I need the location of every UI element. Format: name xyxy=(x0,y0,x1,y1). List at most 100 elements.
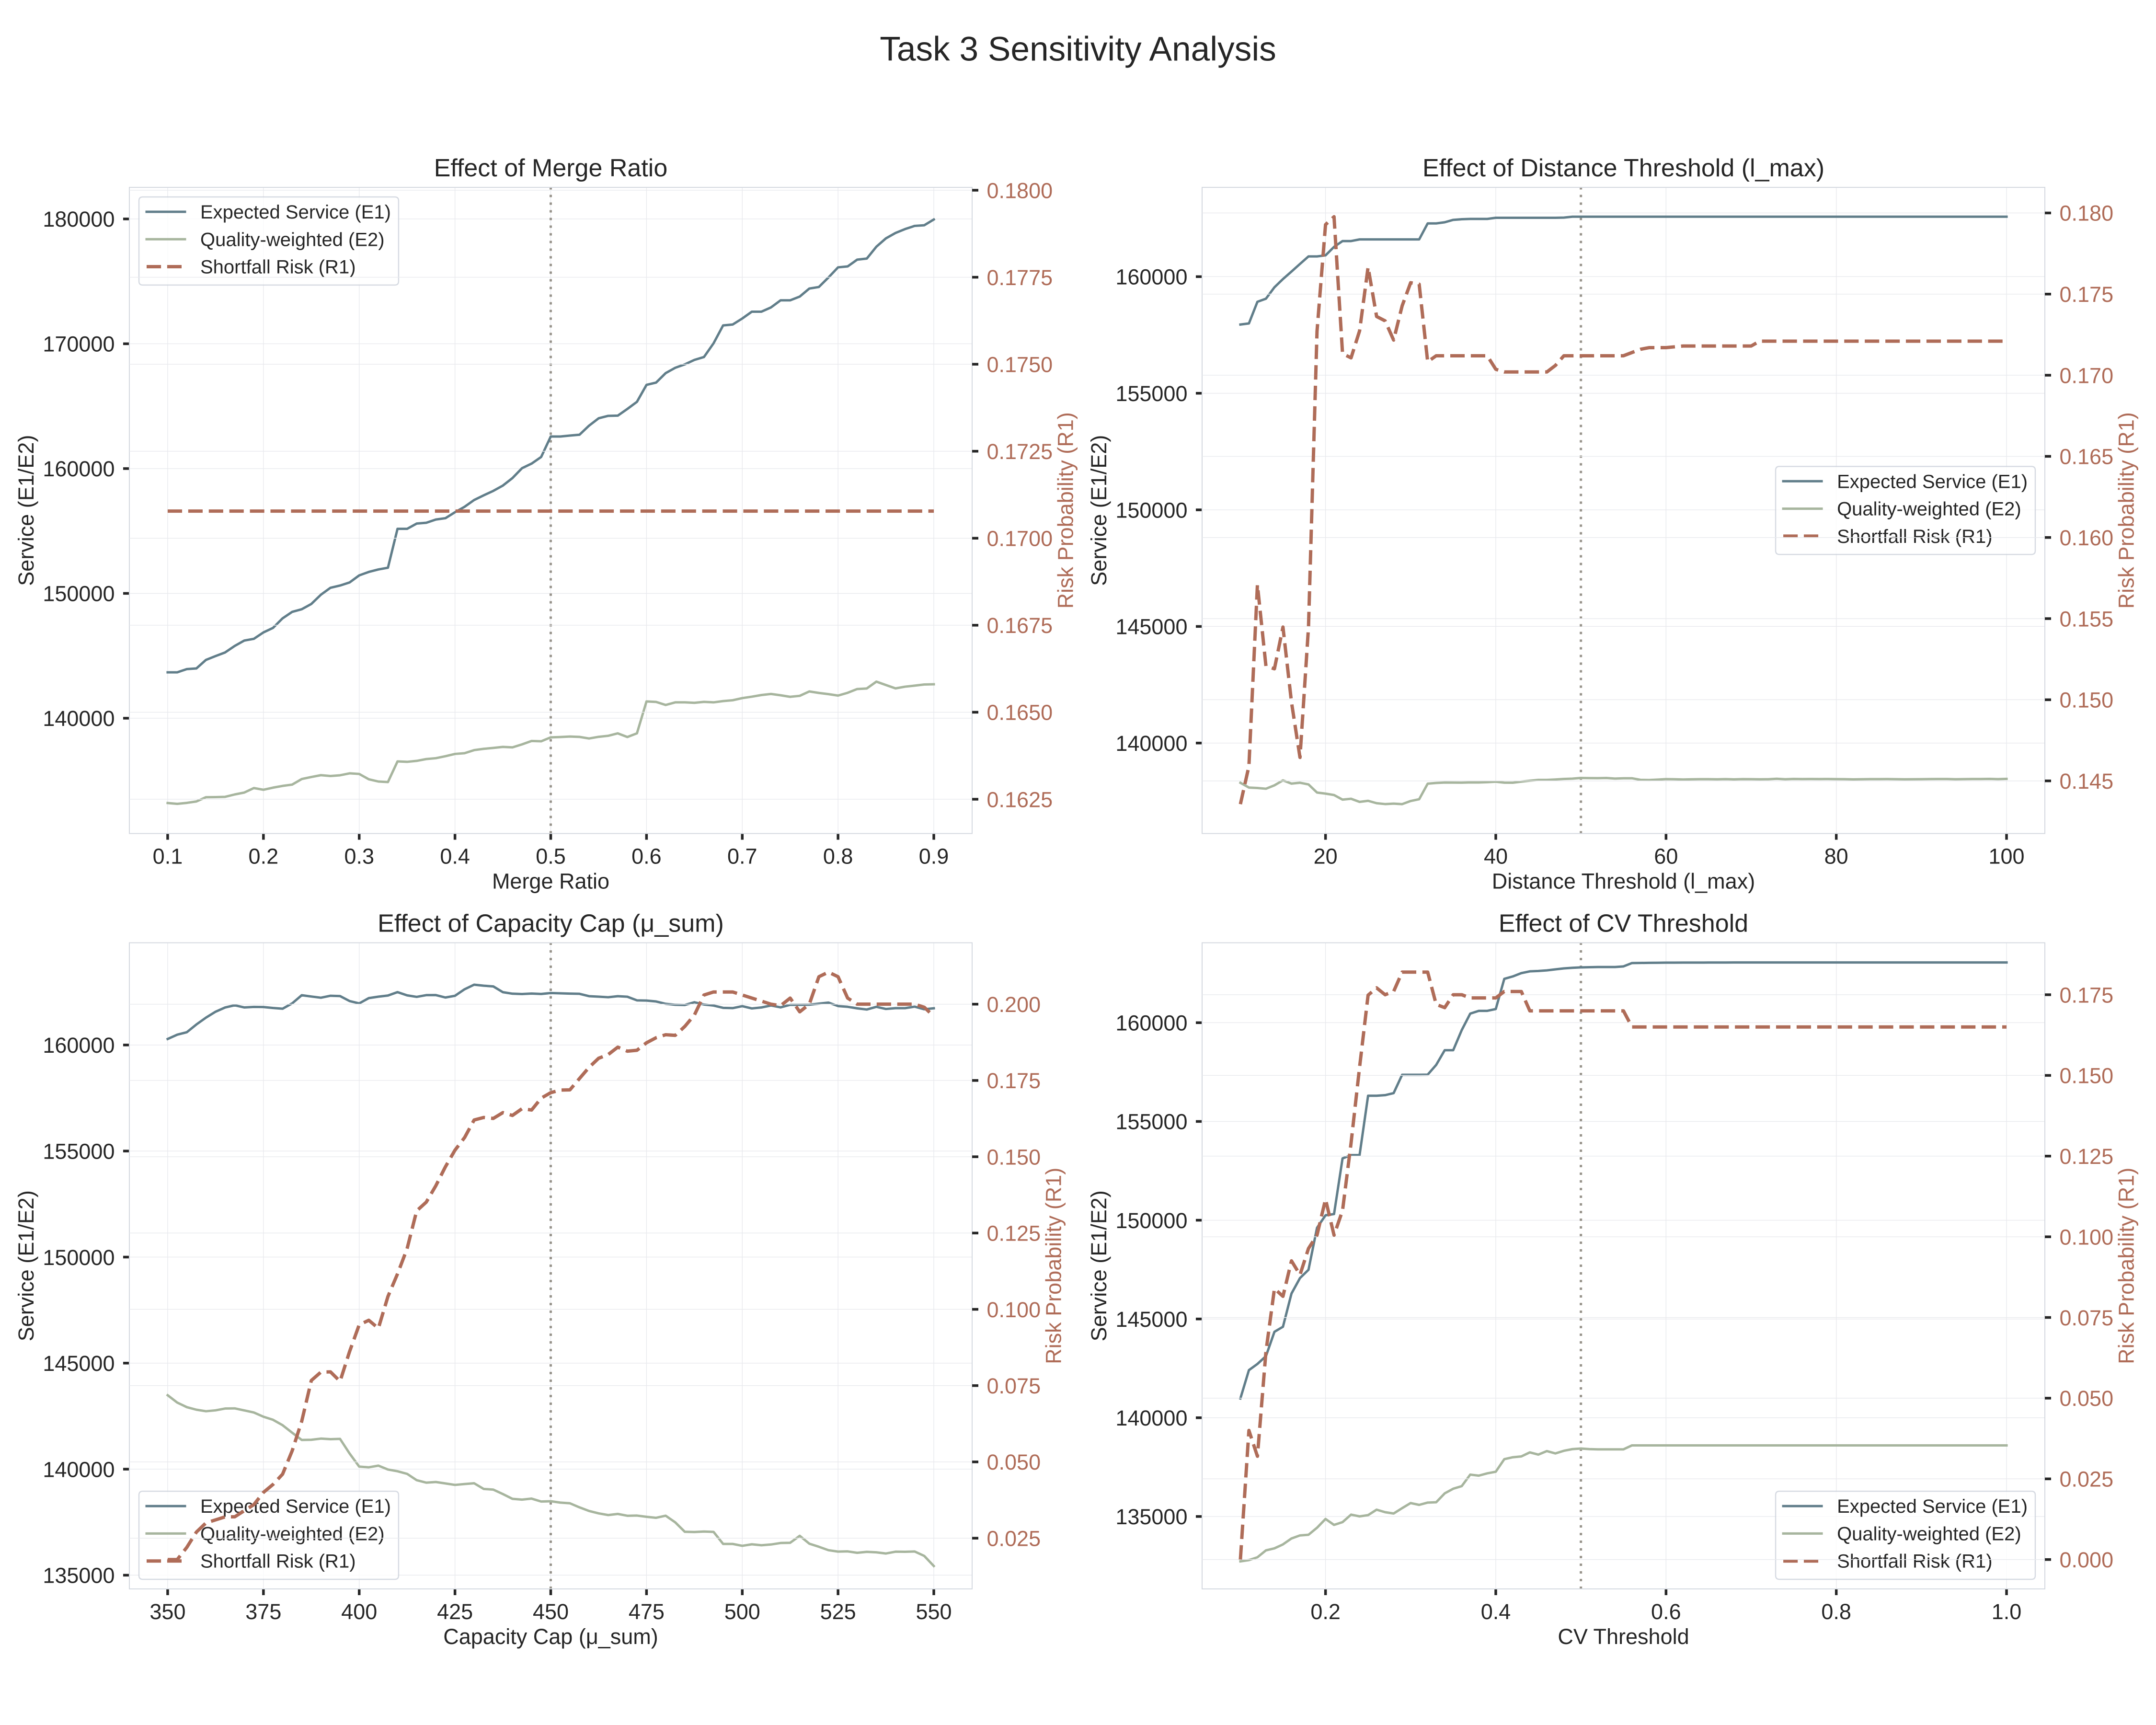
svg-text:0.8: 0.8 xyxy=(823,844,853,869)
svg-text:135000: 135000 xyxy=(1115,1505,1187,1529)
svg-text:0.200: 0.200 xyxy=(986,992,1041,1017)
svg-text:160000: 160000 xyxy=(43,1033,115,1058)
svg-text:155000: 155000 xyxy=(43,1139,115,1163)
svg-text:Effect of Distance Threshold (: Effect of Distance Threshold (l_max) xyxy=(1422,154,1824,182)
svg-text:0.1: 0.1 xyxy=(153,844,183,869)
svg-text:Merge Ratio: Merge Ratio xyxy=(492,869,609,894)
svg-text:0.5: 0.5 xyxy=(536,844,566,869)
svg-text:475: 475 xyxy=(629,1599,665,1624)
svg-text:40: 40 xyxy=(1484,844,1508,869)
svg-text:Service (E1/E2): Service (E1/E2) xyxy=(14,435,38,586)
svg-text:0.050: 0.050 xyxy=(2059,1386,2113,1411)
svg-text:0.175: 0.175 xyxy=(2059,282,2113,307)
svg-text:135000: 135000 xyxy=(43,1564,115,1588)
svg-text:160000: 160000 xyxy=(1115,265,1187,289)
svg-text:0.175: 0.175 xyxy=(2059,983,2113,1007)
svg-text:0.1775: 0.1775 xyxy=(986,265,1053,290)
svg-text:1.0: 1.0 xyxy=(1992,1599,2022,1624)
svg-text:140000: 140000 xyxy=(43,1457,115,1482)
svg-text:Expected Service (E1): Expected Service (E1) xyxy=(1837,1496,2028,1517)
svg-text:Shortfall Risk (R1): Shortfall Risk (R1) xyxy=(1837,526,1993,547)
svg-text:450: 450 xyxy=(533,1599,569,1624)
svg-text:0.2: 0.2 xyxy=(1310,1599,1341,1624)
svg-text:0.100: 0.100 xyxy=(2059,1225,2113,1249)
svg-text:0.1725: 0.1725 xyxy=(986,439,1053,464)
svg-text:0.1650: 0.1650 xyxy=(986,701,1053,725)
svg-text:0.150: 0.150 xyxy=(986,1145,1041,1169)
svg-text:170000: 170000 xyxy=(43,332,115,356)
svg-text:0.125: 0.125 xyxy=(2059,1144,2113,1169)
svg-text:0.3: 0.3 xyxy=(344,844,374,869)
svg-text:Service (E1/E2): Service (E1/E2) xyxy=(1087,1190,1111,1341)
svg-text:Capacity Cap (μ_sum): Capacity Cap (μ_sum) xyxy=(443,1624,658,1649)
svg-text:20: 20 xyxy=(1314,844,1338,869)
svg-text:375: 375 xyxy=(245,1599,281,1624)
svg-text:0.145: 0.145 xyxy=(2059,769,2113,794)
svg-text:155000: 155000 xyxy=(1115,1110,1187,1134)
svg-text:0.150: 0.150 xyxy=(2059,688,2113,713)
svg-text:0.2: 0.2 xyxy=(249,844,279,869)
svg-text:Quality-weighted (E2): Quality-weighted (E2) xyxy=(200,1523,385,1544)
svg-text:140000: 140000 xyxy=(43,706,115,731)
svg-text:80: 80 xyxy=(1824,844,1848,869)
svg-text:0.180: 0.180 xyxy=(2059,201,2113,226)
svg-text:0.050: 0.050 xyxy=(986,1450,1041,1474)
svg-text:0.9: 0.9 xyxy=(919,844,949,869)
svg-text:0.1750: 0.1750 xyxy=(986,352,1053,377)
svg-text:0.1700: 0.1700 xyxy=(986,527,1053,551)
svg-text:0.160: 0.160 xyxy=(2059,526,2113,550)
svg-text:0.1800: 0.1800 xyxy=(986,178,1053,203)
svg-text:0.025: 0.025 xyxy=(986,1526,1041,1551)
svg-text:Expected Service (E1): Expected Service (E1) xyxy=(1837,471,2028,492)
svg-text:0.4: 0.4 xyxy=(440,844,470,869)
svg-text:Expected Service (E1): Expected Service (E1) xyxy=(200,202,391,223)
svg-text:Expected Service (E1): Expected Service (E1) xyxy=(200,1496,391,1517)
svg-text:Service (E1/E2): Service (E1/E2) xyxy=(14,1190,38,1341)
svg-text:Risk Probability (R1): Risk Probability (R1) xyxy=(2114,1168,2139,1364)
svg-text:0.100: 0.100 xyxy=(986,1298,1041,1322)
svg-text:0.025: 0.025 xyxy=(2059,1467,2113,1492)
svg-text:0.125: 0.125 xyxy=(986,1221,1041,1246)
svg-text:425: 425 xyxy=(437,1599,473,1624)
svg-text:60: 60 xyxy=(1654,844,1678,869)
svg-text:0.150: 0.150 xyxy=(2059,1064,2113,1088)
svg-text:525: 525 xyxy=(820,1599,856,1624)
svg-text:150000: 150000 xyxy=(1115,1208,1187,1233)
svg-text:100: 100 xyxy=(1988,844,2024,869)
svg-text:150000: 150000 xyxy=(43,1245,115,1270)
svg-text:145000: 145000 xyxy=(1115,615,1187,639)
svg-text:Risk Probability (R1): Risk Probability (R1) xyxy=(2114,412,2139,609)
svg-text:0.6: 0.6 xyxy=(631,844,662,869)
svg-text:150000: 150000 xyxy=(1115,498,1187,522)
svg-text:0.8: 0.8 xyxy=(1821,1599,1851,1624)
svg-text:0.075: 0.075 xyxy=(986,1374,1041,1398)
svg-text:140000: 140000 xyxy=(1115,731,1187,756)
svg-text:180000: 180000 xyxy=(43,207,115,231)
svg-text:Task 3 Sensitivity Analysis: Task 3 Sensitivity Analysis xyxy=(880,30,1276,69)
svg-text:160000: 160000 xyxy=(1115,1011,1187,1035)
svg-text:145000: 145000 xyxy=(43,1351,115,1376)
svg-text:0.175: 0.175 xyxy=(986,1069,1041,1093)
svg-text:155000: 155000 xyxy=(1115,381,1187,406)
svg-text:0.6: 0.6 xyxy=(1651,1599,1681,1624)
svg-text:350: 350 xyxy=(149,1599,185,1624)
svg-text:Service (E1/E2): Service (E1/E2) xyxy=(1087,435,1111,586)
svg-text:Effect of CV Threshold: Effect of CV Threshold xyxy=(1499,909,1748,937)
svg-text:0.1625: 0.1625 xyxy=(986,787,1053,812)
svg-text:160000: 160000 xyxy=(43,457,115,481)
svg-text:500: 500 xyxy=(724,1599,760,1624)
svg-text:Risk Probability (R1): Risk Probability (R1) xyxy=(1042,1168,1066,1364)
svg-text:Distance Threshold (l_max): Distance Threshold (l_max) xyxy=(1492,869,1755,894)
svg-text:0.170: 0.170 xyxy=(2059,363,2113,388)
svg-text:Shortfall Risk (R1): Shortfall Risk (R1) xyxy=(200,1551,356,1572)
svg-text:0.1675: 0.1675 xyxy=(986,613,1053,638)
svg-text:150000: 150000 xyxy=(43,582,115,606)
svg-text:Shortfall Risk (R1): Shortfall Risk (R1) xyxy=(1837,1551,1993,1572)
svg-text:0.4: 0.4 xyxy=(1481,1599,1511,1624)
svg-text:0.000: 0.000 xyxy=(2059,1548,2113,1572)
svg-text:Quality-weighted (E2): Quality-weighted (E2) xyxy=(1837,1523,2021,1544)
svg-text:Quality-weighted (E2): Quality-weighted (E2) xyxy=(1837,499,2021,520)
svg-text:0.155: 0.155 xyxy=(2059,607,2113,631)
svg-text:0.075: 0.075 xyxy=(2059,1306,2113,1330)
svg-text:CV Threshold: CV Threshold xyxy=(1558,1624,1689,1649)
